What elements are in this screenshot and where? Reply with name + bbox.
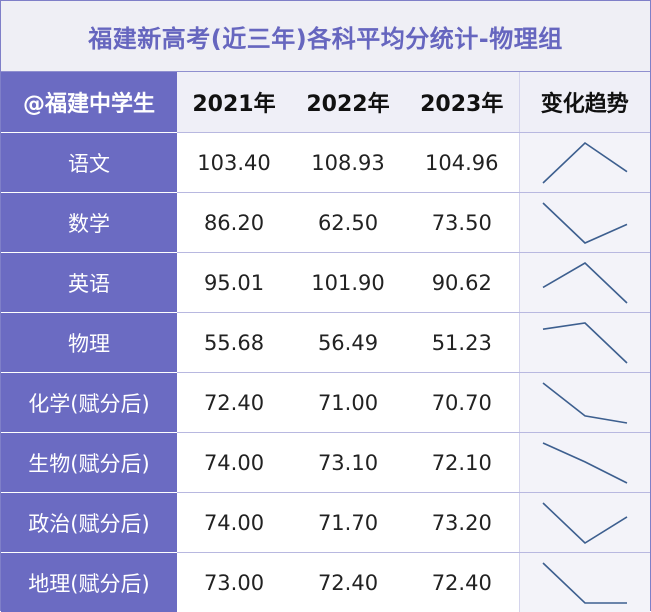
- score-cell-2022年: 71.70: [291, 493, 405, 553]
- score-cell-2021年: 95.01: [177, 253, 291, 313]
- subject-label: 语文: [1, 133, 177, 193]
- score-cell-2022年: 71.00: [291, 373, 405, 433]
- trend-sparkline: [540, 560, 630, 606]
- score-cell-2023年: 72.10: [405, 433, 519, 493]
- trend-cell: [519, 553, 650, 612]
- trend-line: [543, 323, 627, 363]
- score-cell-2021年: 73.00: [177, 553, 291, 612]
- subject-label: 物理: [1, 313, 177, 373]
- header-corner-label: @福建中学生: [1, 72, 177, 133]
- score-cell-2023年: 72.40: [405, 553, 519, 612]
- score-cell-2022年: 101.90: [291, 253, 405, 313]
- score-cell-2021年: 103.40: [177, 133, 291, 193]
- header-trend: 变化趋势: [519, 72, 650, 133]
- trend-cell: [519, 133, 650, 193]
- table-title: 福建新高考(近三年)各科平均分统计-物理组: [1, 1, 650, 72]
- trend-sparkline: [540, 500, 630, 546]
- subject-label: 生物(赋分后): [1, 433, 177, 493]
- score-cell-2021年: 72.40: [177, 373, 291, 433]
- score-cell-2021年: 74.00: [177, 433, 291, 493]
- score-cell-2022年: 56.49: [291, 313, 405, 373]
- trend-sparkline: [540, 320, 630, 366]
- trend-cell: [519, 433, 650, 493]
- trend-cell: [519, 493, 650, 553]
- score-cell-2022年: 72.40: [291, 553, 405, 612]
- trend-line: [543, 143, 627, 183]
- trend-cell: [519, 313, 650, 373]
- trend-sparkline: [540, 380, 630, 426]
- score-cell-2023年: 90.62: [405, 253, 519, 313]
- score-cell-2022年: 62.50: [291, 193, 405, 253]
- subject-label: 地理(赋分后): [1, 553, 177, 612]
- trend-line: [543, 563, 627, 603]
- trend-sparkline: [540, 200, 630, 246]
- trend-line: [543, 263, 627, 303]
- score-cell-2023年: 73.50: [405, 193, 519, 253]
- score-cell-2023年: 104.96: [405, 133, 519, 193]
- header-year-2021: 2021年: [177, 72, 291, 133]
- trend-line: [543, 503, 627, 543]
- score-cell-2022年: 73.10: [291, 433, 405, 493]
- trend-line: [543, 203, 627, 243]
- trend-cell: [519, 373, 650, 433]
- score-cell-2021年: 86.20: [177, 193, 291, 253]
- trend-cell: [519, 253, 650, 313]
- header-row: @福建中学生 2021年 2022年 2023年 变化趋势: [1, 72, 650, 133]
- score-cell-2023年: 51.23: [405, 313, 519, 373]
- trend-line: [543, 383, 627, 423]
- score-cell-2022年: 108.93: [291, 133, 405, 193]
- trend-line: [543, 443, 627, 483]
- score-cell-2023年: 70.70: [405, 373, 519, 433]
- subject-label: 英语: [1, 253, 177, 313]
- trend-sparkline: [540, 260, 630, 306]
- subject-label: 化学(赋分后): [1, 373, 177, 433]
- score-cell-2021年: 74.00: [177, 493, 291, 553]
- score-cell-2021年: 55.68: [177, 313, 291, 373]
- trend-sparkline: [540, 140, 630, 186]
- subject-label: 数学: [1, 193, 177, 253]
- header-year-2022: 2022年: [291, 72, 405, 133]
- subject-label: 政治(赋分后): [1, 493, 177, 553]
- trend-sparkline: [540, 440, 630, 486]
- trend-cell: [519, 193, 650, 253]
- header-year-2023: 2023年: [405, 72, 519, 133]
- score-cell-2023年: 73.20: [405, 493, 519, 553]
